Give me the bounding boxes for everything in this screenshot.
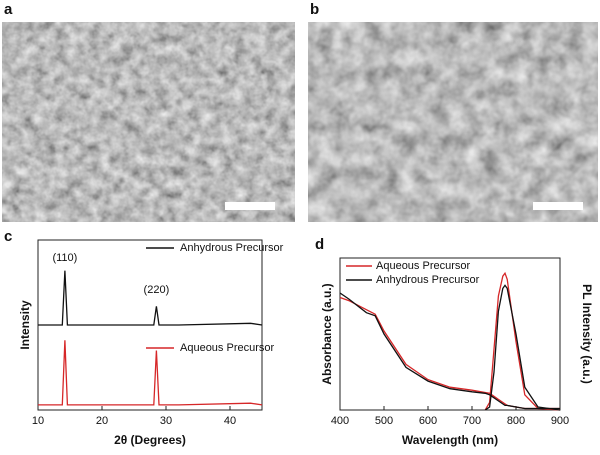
legend-label: Anhydrous Precursor xyxy=(180,242,284,254)
legend-label: Aqueous Precursor xyxy=(180,342,274,354)
pl-line xyxy=(484,284,561,411)
pl-line xyxy=(484,271,561,411)
panel-label: c xyxy=(4,228,12,245)
peak-annotation: (110) xyxy=(52,252,77,264)
x-axis-label: 2θ (Degrees) xyxy=(114,433,186,447)
panel-label: b xyxy=(310,1,319,18)
scale-bar xyxy=(225,202,275,210)
legend-label: Anhydrous Precursor xyxy=(376,274,480,286)
x-axis-label: Wavelength (nm) xyxy=(402,433,498,447)
y2-axis-label: PL Intensity (a.u.) xyxy=(580,284,594,384)
x-tick-label: 10 xyxy=(32,415,44,427)
x-tick-label: 400 xyxy=(331,415,349,427)
series-line xyxy=(339,292,560,410)
x-tick-label: 800 xyxy=(507,415,525,427)
y-axis-label: Absorbance (a.u.) xyxy=(320,283,334,384)
series-line xyxy=(38,270,263,326)
series-line xyxy=(339,296,560,410)
sem-image xyxy=(308,22,598,222)
sem-image xyxy=(2,22,295,222)
plot-frame xyxy=(339,257,561,411)
x-tick-label: 40 xyxy=(224,415,236,427)
peak-annotation: (220) xyxy=(144,284,170,296)
panel-label: a xyxy=(4,1,13,18)
x-tick-label: 900 xyxy=(551,415,569,427)
scale-bar xyxy=(533,202,583,210)
panel-label: d xyxy=(315,236,324,253)
y-axis-label: Intensity xyxy=(18,300,32,350)
legend-label: Aqueous Precursor xyxy=(376,260,470,272)
x-tick-label: 600 xyxy=(419,415,437,427)
x-tick-label: 20 xyxy=(96,415,108,427)
x-tick-label: 30 xyxy=(160,415,172,427)
x-tick-label: 700 xyxy=(463,415,481,427)
x-tick-label: 500 xyxy=(375,415,393,427)
series-line xyxy=(38,340,263,406)
